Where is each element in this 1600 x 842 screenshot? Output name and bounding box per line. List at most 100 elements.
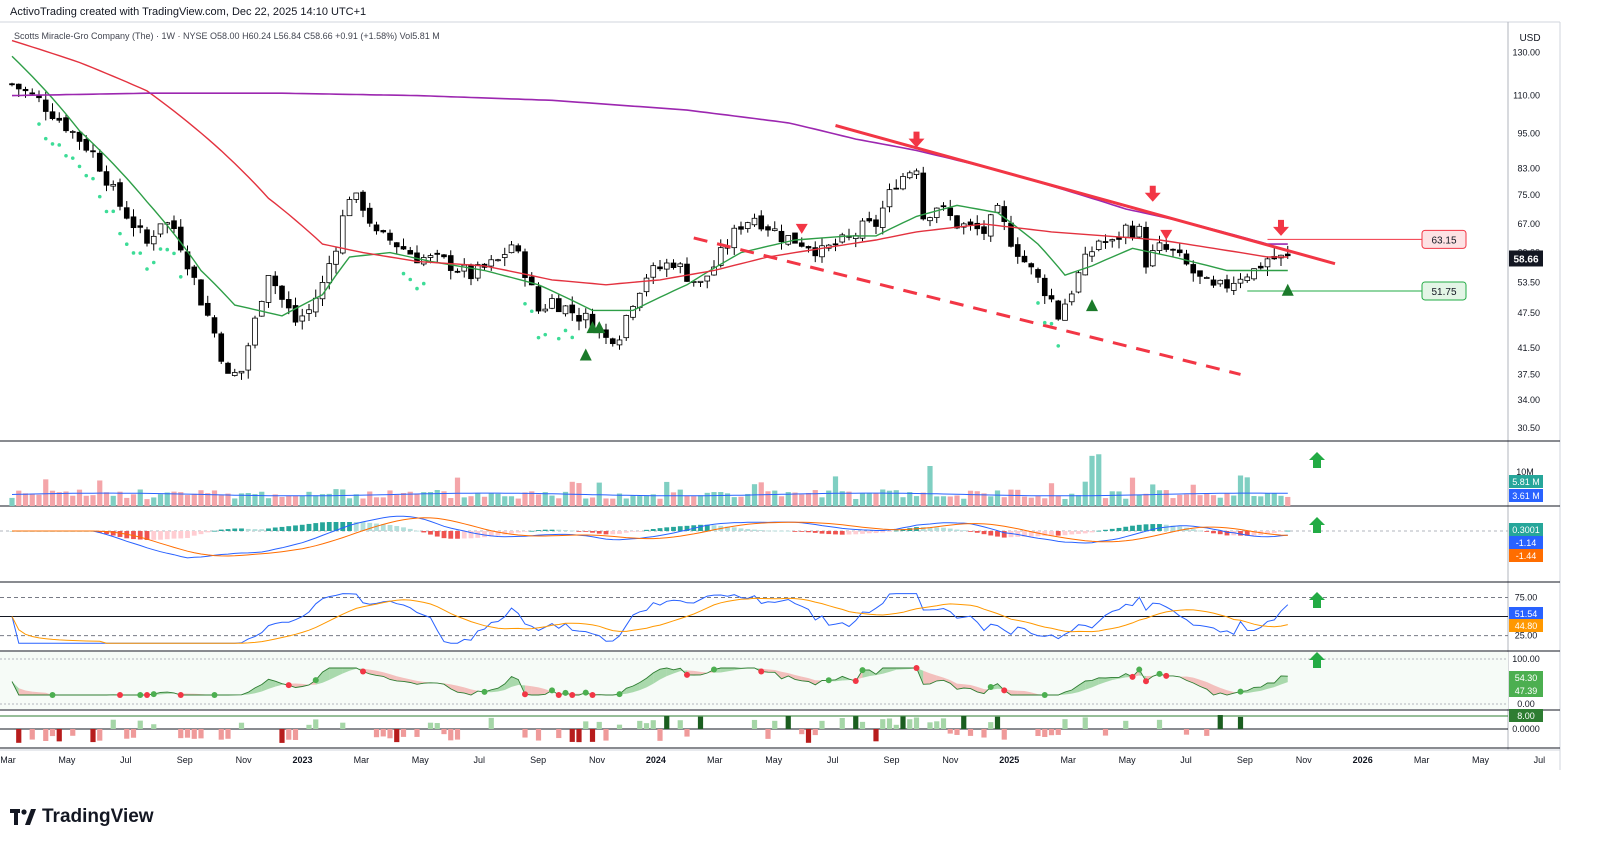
candle-body <box>677 263 684 267</box>
stoch-ribbon <box>943 677 951 684</box>
time-tick: Sep <box>530 755 546 765</box>
candle-body <box>225 362 231 374</box>
rsi-ma-value-label: 44.80 <box>1515 621 1538 631</box>
stoch-ribbon <box>936 675 944 681</box>
macd-histogram-bar <box>590 531 595 533</box>
volume-bar <box>373 497 380 506</box>
stoch-ribbon <box>376 670 384 677</box>
stoch-ribbon <box>963 684 971 689</box>
stoch-ribbon <box>1112 677 1119 681</box>
stoch-ribbon <box>693 670 701 675</box>
macd-histogram-bar <box>549 529 555 531</box>
signal-dot <box>43 136 48 141</box>
candle-body <box>663 262 670 270</box>
stoch-ribbon <box>255 684 262 694</box>
macd-histogram-bar <box>1278 531 1284 532</box>
up-arrow-icon <box>1309 592 1325 608</box>
candle-body <box>913 170 920 175</box>
signal-dot <box>37 122 41 126</box>
stoch-ribbon <box>1227 690 1234 695</box>
trendline-solid <box>835 124 1336 266</box>
level-box-support <box>1421 281 1467 301</box>
volume-bar <box>360 498 366 506</box>
macd-histogram-bar <box>1082 531 1088 534</box>
macd-histogram-bar <box>218 529 224 531</box>
time-tick: 2025 <box>999 755 1019 765</box>
macd-histogram-bar <box>819 531 825 534</box>
macd-histogram-bar <box>97 531 103 533</box>
macd-histogram-bar <box>961 530 967 532</box>
volume-bar <box>826 490 832 506</box>
candle-body <box>839 234 846 243</box>
stoch-ribbon <box>639 678 647 691</box>
candle-body <box>218 333 225 362</box>
candle-body <box>1156 242 1163 251</box>
volume-bar <box>1062 498 1068 506</box>
stoch-ribbon <box>1267 683 1275 689</box>
volume-bar <box>164 492 170 506</box>
stoch-ribbon <box>1281 675 1288 685</box>
volume-bar <box>866 492 872 506</box>
counter-bar-down <box>812 729 818 736</box>
volume-bar <box>454 477 461 506</box>
candle-body <box>819 245 825 258</box>
price-tick: 37.50 <box>1517 369 1540 379</box>
signal-dot <box>64 154 68 158</box>
macd-histogram-bar <box>475 531 481 538</box>
counter-bar-down <box>286 729 292 740</box>
volume-bar <box>954 495 960 506</box>
macd-histogram-bar <box>941 527 946 531</box>
volume-bar <box>178 492 184 506</box>
stoch-ribbon <box>1024 691 1032 695</box>
candle-body <box>900 176 906 190</box>
signal-dot <box>543 332 548 337</box>
stoch-background <box>0 652 1508 709</box>
counter-bar-up <box>751 719 758 729</box>
candle-body <box>1014 244 1021 257</box>
volume-bar <box>387 490 393 506</box>
macd-histogram-bar <box>752 529 757 531</box>
volume-bar <box>589 497 596 506</box>
macd-histogram-bar <box>1190 529 1196 531</box>
stoch-ribbon <box>808 678 816 685</box>
time-tick: May <box>1472 755 1490 765</box>
macd-histogram-bar <box>360 522 366 531</box>
macd-histogram-bar <box>839 531 845 535</box>
candle-body <box>1048 295 1055 300</box>
candle-body <box>171 220 177 230</box>
macd-histogram-bar <box>806 531 811 533</box>
stoch-cross-dot <box>1129 673 1136 680</box>
candle-body <box>873 219 879 227</box>
stoch-ribbon <box>970 685 978 692</box>
candle-body <box>603 329 609 338</box>
buy-triangle <box>1281 283 1294 296</box>
macd-histogram-bar <box>758 530 764 531</box>
stoch-cross-dot <box>49 692 56 698</box>
macd-histogram-bar <box>610 531 616 535</box>
candle-body <box>69 131 76 133</box>
time-tick: May <box>58 755 76 765</box>
candle-body <box>1055 300 1062 320</box>
candle-body <box>468 264 474 280</box>
counter-bar-up <box>913 717 920 729</box>
candle-body <box>636 292 643 308</box>
signal-dot <box>523 301 527 306</box>
counter-bar-up <box>940 718 947 729</box>
macd-histogram-bar <box>880 531 886 533</box>
volume-bar <box>380 497 386 506</box>
volume-bar <box>468 496 474 506</box>
counter-bar-up <box>677 720 683 729</box>
macd-histogram-bar <box>495 531 501 536</box>
counter-bar-down <box>947 729 953 734</box>
volume-bar <box>893 490 899 506</box>
counter-bar-down <box>43 729 49 741</box>
macd-histogram-bar <box>630 531 636 532</box>
volume-bar <box>839 491 845 506</box>
candle-body <box>717 247 724 266</box>
candle-body <box>1028 263 1035 268</box>
macd-histogram-bar <box>988 531 994 536</box>
candle-body <box>967 221 974 226</box>
stoch-cross-dot <box>589 692 596 698</box>
candle-body <box>238 370 245 374</box>
macd-histogram-bar <box>671 526 676 531</box>
